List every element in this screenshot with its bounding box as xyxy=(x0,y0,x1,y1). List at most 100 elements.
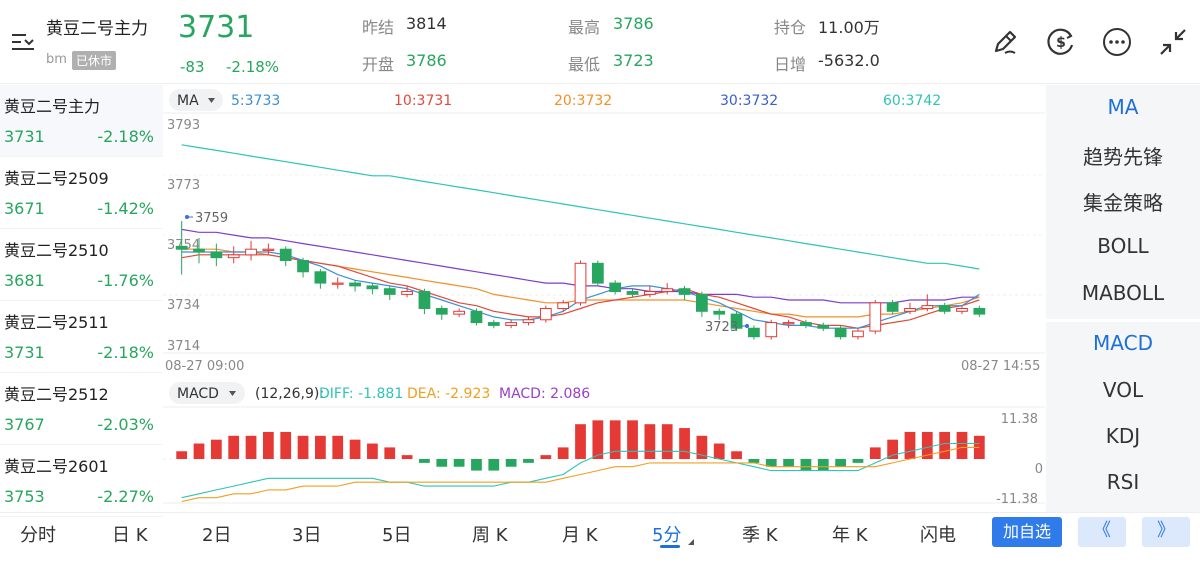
contract-item-2509[interactable]: 黄豆二号2509 3671 -1.42% xyxy=(0,157,163,229)
macd-bar xyxy=(210,439,222,459)
macd-tick: 0 xyxy=(1035,462,1043,477)
timeframe-3day[interactable]: 3日 xyxy=(292,525,322,546)
price-tick: 3734 xyxy=(167,298,200,313)
timeframe-lightning[interactable]: 闪电 xyxy=(920,525,956,546)
candle-body xyxy=(210,251,223,259)
macd-bar xyxy=(800,459,812,471)
open-value: 3786 xyxy=(406,51,447,70)
indicator-boll[interactable]: BOLL xyxy=(1097,234,1149,258)
timeframe-intraday[interactable]: 分时 xyxy=(20,525,56,546)
time-end-label: 08-27 14:55 xyxy=(961,359,1040,374)
ma30-legend: 30:3732 xyxy=(720,93,778,109)
contract-item-main[interactable]: 黄豆二号主力 3731 -2.18% xyxy=(0,85,163,157)
macd-bar xyxy=(523,459,534,463)
exchange-code: bm xyxy=(46,52,67,67)
menu-list-icon[interactable] xyxy=(8,26,40,58)
candle-body xyxy=(505,322,518,326)
candle-body xyxy=(678,288,691,295)
candle-body xyxy=(383,288,396,295)
collapse-icon[interactable] xyxy=(1156,25,1190,59)
macd-bar xyxy=(973,435,985,459)
svg-text:$: $ xyxy=(1056,35,1066,51)
kline-chart[interactable]: MA 5:3733 10:3731 20:3732 30:3732 60:374… xyxy=(163,85,1045,512)
candle-body xyxy=(297,259,309,273)
macd-bar xyxy=(609,420,621,459)
contract-item-2512[interactable]: 黄豆二号2512 3767 -2.03% xyxy=(0,373,163,445)
price-axis: 3793 3773 3754 3734 3714 xyxy=(167,118,200,354)
add-to-watchlist-button[interactable]: 加自选 xyxy=(992,517,1062,547)
indicator-panel: MA 趋势先锋 集金策略 BOLL MABOLL MACD VOL KDJ RS… xyxy=(1046,85,1200,512)
candle-body xyxy=(643,291,656,295)
contract-price: 3731 xyxy=(4,127,45,146)
candle-body xyxy=(591,262,604,284)
draw-icon[interactable] xyxy=(988,25,1022,59)
timeframe-daily[interactable]: 日 K xyxy=(112,525,148,546)
macd-histogram xyxy=(176,420,985,471)
macd-bar xyxy=(367,443,378,459)
macd-bar xyxy=(436,459,448,467)
timeframe-5min[interactable]: 5分 xyxy=(652,525,682,546)
indicator-kdj[interactable]: KDJ xyxy=(1105,424,1141,448)
dea-label: DEA: -2.923 xyxy=(407,386,490,402)
macd-bar xyxy=(939,431,951,459)
macd-bar xyxy=(401,455,413,459)
macd-label: MACD: 2.086 xyxy=(499,386,590,402)
macd-bar xyxy=(245,435,257,459)
candle-body xyxy=(314,271,327,284)
prev-contract-button[interactable]: 《 xyxy=(1078,517,1126,547)
macd-tick: -11.38 xyxy=(996,492,1038,507)
contract-name: 黄豆二号2509 xyxy=(4,169,109,188)
macd-bar xyxy=(592,420,604,459)
candle-body xyxy=(574,262,587,304)
low-value: 3723 xyxy=(613,51,654,70)
timeframe-monthly[interactable]: 月 K xyxy=(562,525,598,546)
time-start-label: 08-27 09:00 xyxy=(165,359,244,374)
contract-item-2511[interactable]: 黄豆二号2511 3731 -2.18% xyxy=(0,301,163,373)
candle-body xyxy=(782,322,795,325)
candle-body xyxy=(193,248,205,253)
macd-tick: 11.38 xyxy=(1001,412,1038,427)
timeframe-5day[interactable]: 5日 xyxy=(382,525,412,546)
candle-body xyxy=(956,307,968,312)
contract-item-2510[interactable]: 黄豆二号2510 3681 -1.76% xyxy=(0,229,163,301)
macd-bar xyxy=(644,424,656,459)
contract-price: 3671 xyxy=(4,199,45,218)
candle-body xyxy=(748,327,760,338)
ma20-legend: 20:3732 xyxy=(554,93,612,109)
candle-body xyxy=(470,310,483,324)
candle-body xyxy=(921,305,934,309)
position-value: 11.00万 xyxy=(818,18,880,37)
candle-body xyxy=(800,322,812,326)
indicator-macd[interactable]: MACD xyxy=(1093,331,1153,355)
more-icon[interactable] xyxy=(1100,25,1134,59)
contract-list: 黄豆二号主力 3731 -2.18% 黄豆二号2509 3671 -1.42% … xyxy=(0,85,163,517)
candle-body xyxy=(609,282,622,293)
ma-selector-button[interactable] xyxy=(169,89,223,111)
prev-close-value: 3814 xyxy=(406,14,447,33)
kline-chart-panel[interactable]: MA 5:3733 10:3731 20:3732 30:3732 60:374… xyxy=(163,85,1045,512)
diff-line xyxy=(181,442,980,499)
currency-icon[interactable]: $ xyxy=(1044,25,1078,59)
contract-item-2601[interactable]: 黄豆二号2601 3753 -2.27% xyxy=(0,445,163,517)
caret-down-icon xyxy=(208,98,215,103)
candle-body xyxy=(366,285,379,290)
timeframe-2day[interactable]: 2日 xyxy=(202,525,232,546)
macd-lines xyxy=(181,442,980,503)
timeframe-yearly[interactable]: 年 K xyxy=(832,525,868,546)
indicator-rsi[interactable]: RSI xyxy=(1106,470,1140,494)
candle-body xyxy=(453,310,465,315)
contract-change-pct: -2.03% xyxy=(97,415,154,434)
indicator-vol[interactable]: VOL xyxy=(1102,378,1144,402)
indicator-ma[interactable]: MA xyxy=(1107,95,1139,119)
candle-body xyxy=(730,313,743,329)
timeframe-quarterly[interactable]: 季 K xyxy=(742,525,778,546)
indicator-capital-strategy[interactable]: 集金策略 xyxy=(1083,191,1163,215)
indicator-maboll[interactable]: MABOLL xyxy=(1081,281,1165,305)
indicator-trend-pioneer[interactable]: 趋势先锋 xyxy=(1083,145,1163,169)
timeframe-weekly[interactable]: 周 K xyxy=(472,525,508,546)
next-contract-button[interactable]: 》 xyxy=(1142,517,1190,547)
candle-body xyxy=(696,293,708,312)
price-change: -83 xyxy=(180,58,205,76)
ma60-legend: 60:3742 xyxy=(883,93,941,109)
macd-selector-button[interactable] xyxy=(169,382,245,404)
